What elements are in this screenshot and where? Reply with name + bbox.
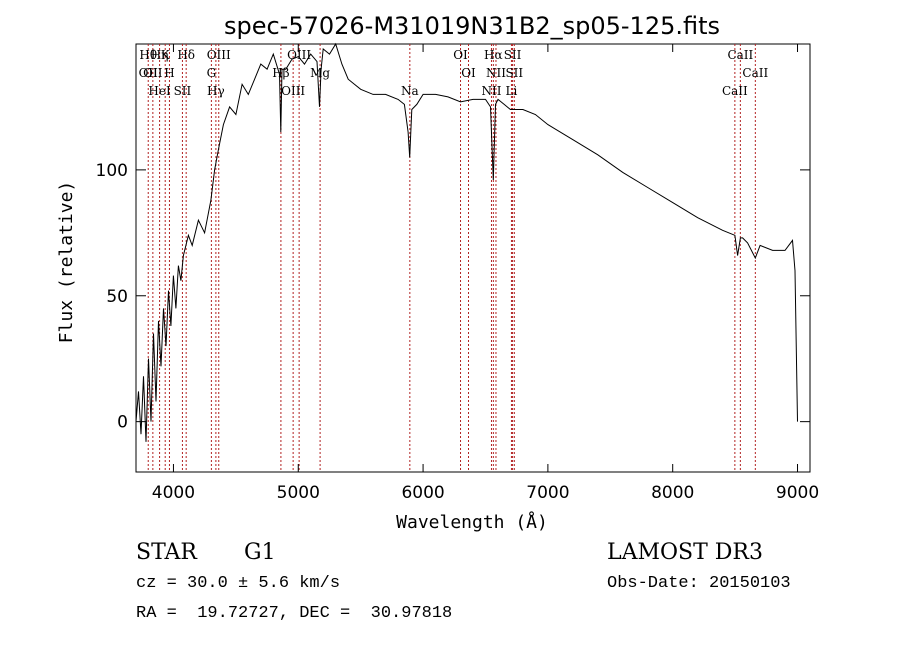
y-tick-label: 50 xyxy=(106,287,128,307)
line-marker-label: Mg xyxy=(310,66,330,80)
x-tick-label: 5000 xyxy=(277,483,320,503)
line-marker-label: OI xyxy=(453,48,468,62)
axis-tick-labels: 4000 5000 6000 7000 8000 9000 0 50 100 xyxy=(96,161,820,503)
x-tick-label: 9000 xyxy=(776,483,819,503)
plot-frame xyxy=(135,43,811,473)
line-marker-label: SII xyxy=(174,84,192,98)
line-marker-label: Hθ xyxy=(139,48,157,62)
object-subclass: G1 xyxy=(244,540,276,565)
line-marker-label: CaII xyxy=(727,48,753,62)
x-axis-label: Wavelength (Å) xyxy=(396,511,548,533)
redshift-readout: cz = 30.0 ± 5.6 km/s xyxy=(136,574,341,593)
x-tick-label: 6000 xyxy=(401,483,444,503)
line-marker-label: Hγ xyxy=(207,84,225,98)
line-marker-label: OIII xyxy=(281,84,305,98)
line-marker-label: OII xyxy=(139,66,159,80)
y-axis-label: Flux (relative) xyxy=(56,181,77,344)
object-class: STAR xyxy=(136,540,197,565)
line-marker-label: OIII xyxy=(287,48,311,62)
survey-name: LAMOST DR3 xyxy=(607,540,763,565)
line-marker-label: NII xyxy=(481,84,501,98)
line-marker-label: Na xyxy=(401,84,419,98)
line-marker-label: Li xyxy=(506,84,518,98)
line-marker-label: NII xyxy=(486,66,506,80)
axis-ticks xyxy=(136,44,810,472)
line-marker-label: H xyxy=(164,66,174,80)
chart-title: spec-57026-M31019N31B2_sp05-125.fits xyxy=(224,12,720,40)
line-marker-labels: HθOIIOIIHeIHηKHSIIHδGHγOIIIHβOIIIOIIIMgN… xyxy=(139,48,769,98)
line-marker-label: CaII xyxy=(722,84,748,98)
coordinates-readout: RA = 19.72727, DEC = 30.97818 xyxy=(136,604,453,623)
line-marker-label: Hη xyxy=(151,48,169,62)
line-marker-label: G xyxy=(207,66,217,80)
spectrum-line xyxy=(135,42,798,442)
line-marker-label: HeI xyxy=(148,84,171,98)
spectrum-chart: spec-57026-M31019N31B2_sp05-125.fits Hθ O… xyxy=(56,12,820,533)
line-marker-label: SII xyxy=(505,66,523,80)
x-tick-label: 8000 xyxy=(651,483,694,503)
line-marker-label: OIII xyxy=(207,48,231,62)
x-tick-label: 4000 xyxy=(152,483,195,503)
line-marker-label: OI xyxy=(461,66,476,80)
line-marker-label: Hα xyxy=(484,48,503,62)
x-tick-label: 7000 xyxy=(526,483,569,503)
y-tick-label: 100 xyxy=(96,161,128,181)
y-tick-label: 0 xyxy=(117,413,128,433)
line-marker-label: K xyxy=(161,48,171,62)
line-marker-label: SII xyxy=(504,48,522,62)
line-marker-label: CaII xyxy=(742,66,768,80)
observation-date: Obs-Date: 20150103 xyxy=(607,574,791,593)
line-markers xyxy=(147,44,756,472)
line-marker-label: Hδ xyxy=(177,48,195,62)
line-marker-label: OII xyxy=(143,66,163,80)
